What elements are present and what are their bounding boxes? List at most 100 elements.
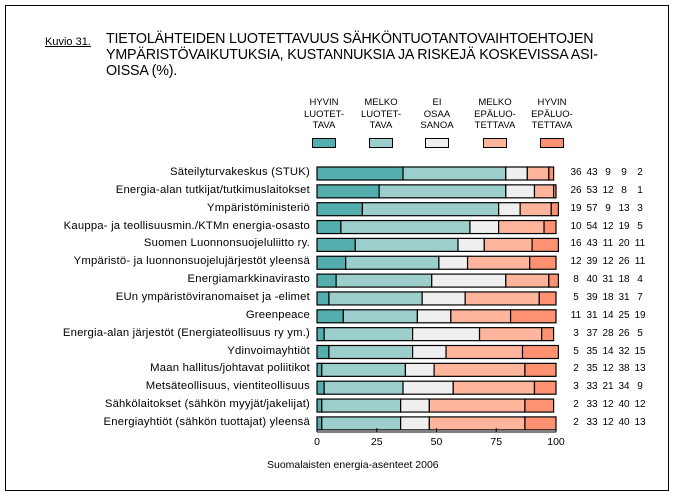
- bar-segment: [421, 291, 466, 306]
- bar-segment: [328, 291, 423, 306]
- category-label: EUn ympäristöviranomaiset ja -elimet: [115, 290, 310, 303]
- data-label: 8: [621, 184, 627, 196]
- bar-segment: [316, 380, 325, 395]
- bar-segment: [466, 255, 531, 270]
- bar-segment: [316, 362, 323, 377]
- data-label: 26: [618, 327, 630, 339]
- data-label: 2: [573, 416, 579, 428]
- data-label: 8: [573, 274, 579, 286]
- data-label: 33: [586, 381, 598, 393]
- bar-segment: [378, 184, 507, 199]
- data-label: 28: [602, 327, 614, 339]
- legend-label: HYVIN: [309, 97, 339, 108]
- bar-segment: [433, 362, 526, 377]
- data-label: 11: [634, 256, 646, 268]
- category-label: Greenpeace: [245, 308, 310, 321]
- bar-segment: [316, 219, 342, 235]
- data-label: 13: [634, 363, 646, 375]
- bar-segment: [321, 416, 402, 431]
- value-row: 11 31 14 25 19: [568, 310, 648, 321]
- data-label: 43: [586, 238, 598, 250]
- bar-segment: [321, 362, 407, 377]
- category-label: Säteilyturvakeskus (STUK): [170, 166, 310, 178]
- bar-segment: [345, 255, 440, 270]
- value-row: 2 33 12 40 13: [568, 417, 648, 428]
- value-row: 10 54 12 19 5: [568, 221, 648, 232]
- data-label: 12: [602, 363, 614, 375]
- category-label: Ympäristöministeriö: [207, 201, 310, 214]
- bar-segment: [402, 380, 454, 395]
- legend-label: OSAA: [423, 108, 451, 120]
- legend-label: LUOTET-: [303, 108, 345, 120]
- figure-frame: [5, 5, 669, 491]
- legend-label: EPÄLUO-: [531, 108, 573, 120]
- legend-item: HYVIN EPÄLUO- TETTAVA: [522, 97, 582, 148]
- data-label: 12: [602, 220, 614, 232]
- legend-label: TETTAVA: [474, 120, 516, 131]
- category-label: Energiayhtiöt (sähkön tuottajat) yleensä: [103, 415, 310, 428]
- category-label: Suomen Luonnonsuojeluliitto ry.: [143, 237, 310, 250]
- bar-segment: [498, 219, 545, 235]
- bar-segment: [524, 416, 557, 431]
- data-label: 25: [618, 309, 630, 321]
- bar-segment: [316, 309, 344, 324]
- bar-segment: [469, 219, 500, 235]
- legend-label: MELKO: [478, 97, 512, 108]
- data-label: 18: [618, 274, 630, 286]
- legend-label: SANOA: [420, 120, 454, 131]
- bar-segment: [505, 273, 550, 288]
- title-line: YMPÄRISTÖVAIKUTUKSIA, KUSTANNUKSIA JA RI…: [106, 47, 598, 63]
- legend-swatch: [540, 137, 564, 148]
- x-tick-label: 75: [490, 436, 502, 448]
- bar-segment: [524, 362, 557, 377]
- data-label: 3: [573, 327, 579, 339]
- category-label: Energiamarkkinavirasto: [187, 273, 310, 286]
- bar-segment: [316, 184, 380, 199]
- bar-segment: [400, 416, 430, 431]
- legend-label: MELKO: [364, 97, 398, 108]
- data-label: 19: [634, 309, 646, 321]
- data-label: 11: [634, 238, 646, 250]
- data-label: 12: [634, 399, 646, 411]
- x-tick-label: 100: [547, 436, 565, 448]
- data-label: 18: [602, 291, 614, 303]
- data-label: 53: [586, 184, 598, 196]
- data-label: 33: [586, 416, 598, 428]
- bar-segment: [316, 255, 347, 270]
- category-label: Maan hallitus/johtavat poliitikot: [150, 362, 310, 375]
- legend-item: MELKO LUOTET- TAVA: [351, 97, 411, 148]
- category-label: Sähkölaitokset (sähkön myyjät/jakelijat): [104, 398, 310, 411]
- bar-segment: [400, 398, 430, 413]
- data-label: 57: [586, 202, 598, 214]
- legend-label: TAVA: [369, 120, 393, 131]
- bar-segment: [505, 166, 528, 181]
- data-label: 5: [573, 345, 579, 357]
- bar-segment: [548, 166, 555, 181]
- bar-segment: [464, 291, 540, 306]
- bar-segment: [402, 166, 507, 181]
- bar-segment: [321, 398, 402, 413]
- bar-segment: [316, 237, 356, 252]
- bar-segment: [316, 416, 323, 431]
- bar-segment: [524, 398, 555, 413]
- data-label: 12: [602, 184, 614, 196]
- data-label: 40: [618, 416, 630, 428]
- data-label: 38: [618, 363, 630, 375]
- x-tick-label: 25: [371, 436, 383, 448]
- data-label: 5: [637, 327, 643, 339]
- data-label: 32: [618, 345, 630, 357]
- bar-segment: [483, 237, 533, 252]
- data-label: 40: [618, 399, 630, 411]
- data-label: 9: [605, 202, 611, 214]
- bar-segment: [354, 237, 459, 252]
- bar-segment: [498, 202, 521, 217]
- bar-segment: [538, 291, 557, 306]
- bar-segment: [550, 202, 559, 217]
- legend-label: EPÄLUO-: [474, 108, 516, 120]
- figure-label: Kuvio 31.: [45, 36, 91, 48]
- bar-segment: [340, 219, 471, 235]
- data-label: 13: [618, 202, 630, 214]
- value-row: 12 39 12 26 11: [568, 256, 648, 267]
- bar-segment: [509, 309, 557, 324]
- value-row: 8 40 31 18 4: [568, 274, 648, 285]
